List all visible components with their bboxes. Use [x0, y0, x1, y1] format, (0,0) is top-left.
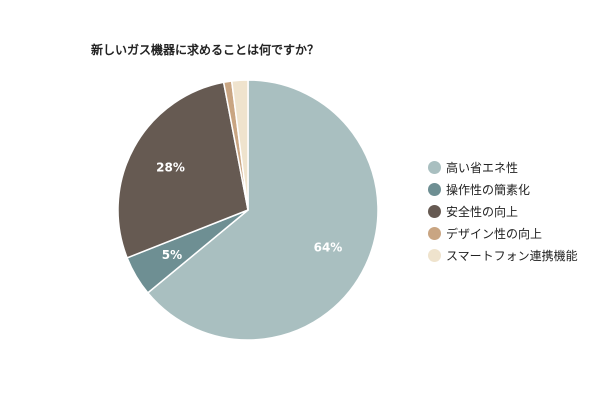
legend-label: 高い省エネ性: [446, 160, 519, 175]
legend-item: デザイン性の向上: [428, 223, 578, 243]
chart-title: 新しいガス機器に求めることは何ですか？: [91, 43, 320, 57]
pie-data-label: 28%: [156, 160, 185, 174]
legend-label: 操作性の簡素化: [446, 182, 531, 197]
legend-label: デザイン性の向上: [446, 226, 543, 241]
legend-swatch: [428, 248, 441, 262]
legend-swatch: [428, 160, 441, 174]
legend-item: 高い省エネ性: [428, 157, 578, 177]
legend-swatch: [428, 226, 441, 240]
pie-data-label: 5%: [162, 248, 182, 262]
legend-item: 操作性の簡素化: [428, 179, 578, 199]
pie-slice: [117, 81, 249, 259]
legend-label: スマートフォン連携機能: [446, 248, 578, 263]
legend: 高い省エネ性 操作性の簡素化 安全性の向上 デザイン性の向上 スマートフォン連携…: [428, 157, 578, 267]
legend-item: 安全性の向上: [428, 201, 578, 221]
legend-label: 安全性の向上: [446, 204, 519, 219]
legend-swatch: [428, 204, 441, 218]
pie-data-label: 64%: [314, 241, 343, 255]
pie-slice: [146, 79, 379, 341]
pie-slice: [230, 79, 249, 211]
legend-item: スマートフォン連携機能: [428, 245, 578, 265]
legend-swatch: [428, 182, 441, 196]
